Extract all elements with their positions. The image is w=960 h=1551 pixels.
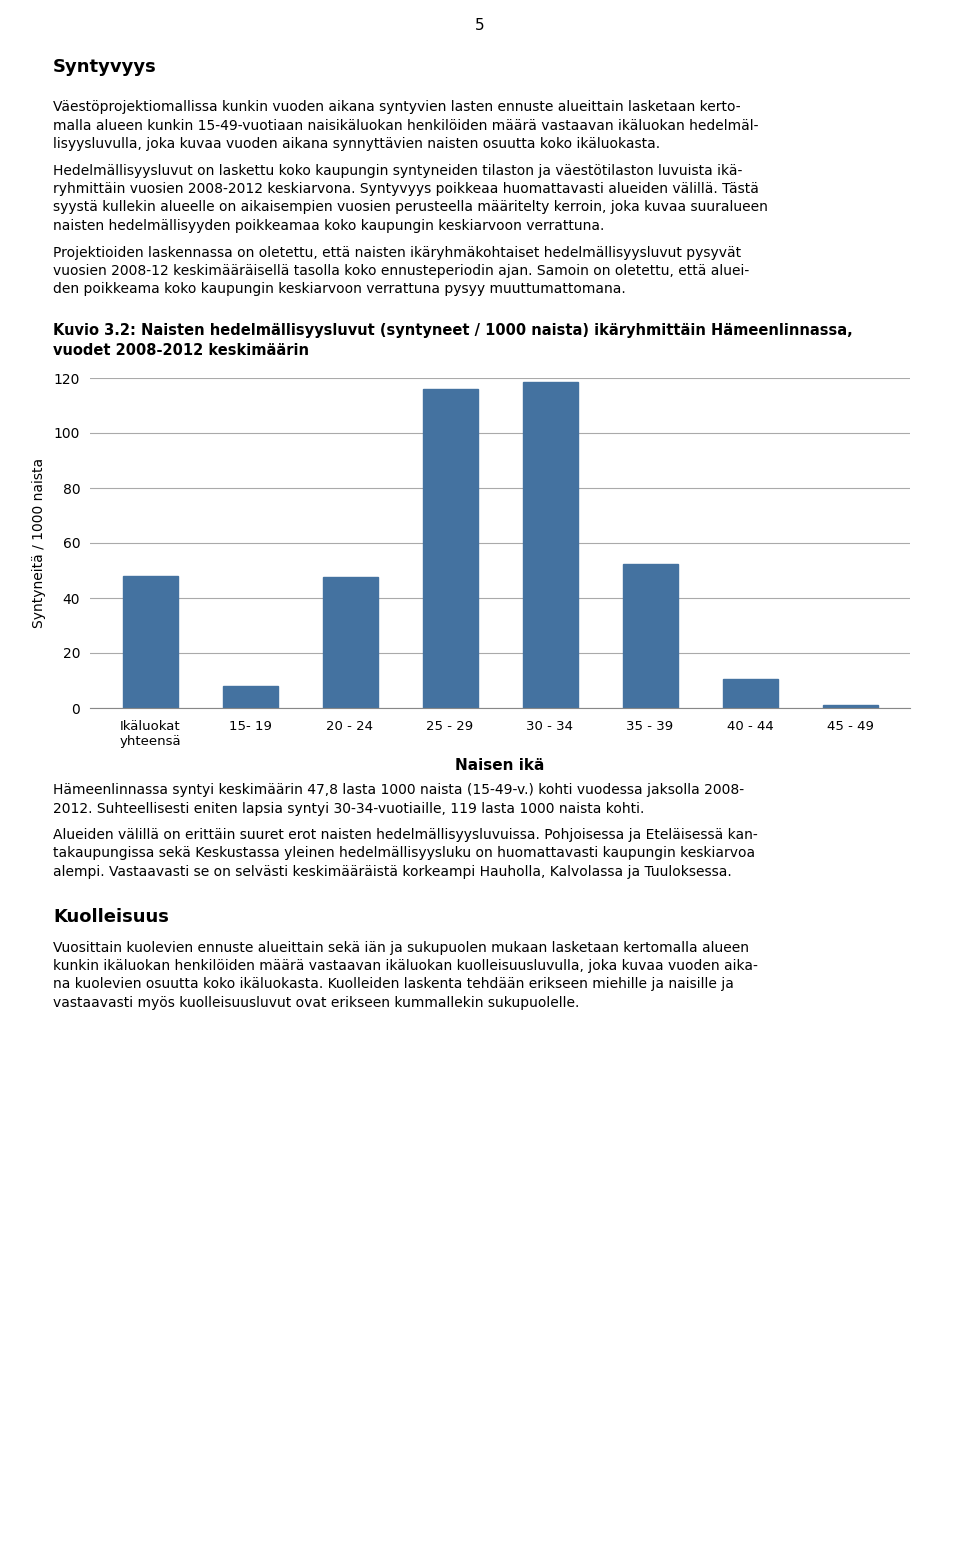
Y-axis label: Syntyneitä / 1000 naista: Syntyneitä / 1000 naista (32, 458, 45, 628)
Text: Syntyvyys: Syntyvyys (53, 57, 156, 76)
Text: Kuolleisuus: Kuolleisuus (53, 909, 169, 926)
Text: Hedelmällisyysluvut on laskettu koko kaupungin syntyneiden tilaston ja väestötil: Hedelmällisyysluvut on laskettu koko kau… (53, 163, 742, 177)
Text: takaupungissa sekä Keskustassa yleinen hedelmällisyysluku on huomattavasti kaupu: takaupungissa sekä Keskustassa yleinen h… (53, 847, 756, 861)
Text: den poikkeama koko kaupungin keskiarvoon verrattuna pysyy muuttumattomana.: den poikkeama koko kaupungin keskiarvoon… (53, 282, 626, 296)
Bar (123, 575, 178, 707)
Bar (223, 686, 277, 707)
Text: malla alueen kunkin 15-49-vuotiaan naisikäluokan henkilöiden määrä vastaavan ikä: malla alueen kunkin 15-49-vuotiaan naisi… (53, 118, 758, 132)
Text: Naisen ikä: Naisen ikä (455, 758, 544, 772)
Bar (622, 563, 678, 707)
Text: lisyysluvulla, joka kuvaa vuoden aikana synnyttävien naisten osuutta koko ikäluo: lisyysluvulla, joka kuvaa vuoden aikana … (53, 136, 660, 150)
Text: Hämeenlinnassa syntyi keskimäärin 47,8 lasta 1000 naista (15-49-v.) kohti vuodes: Hämeenlinnassa syntyi keskimäärin 47,8 l… (53, 783, 744, 797)
Text: Väestöprojektiomallissa kunkin vuoden aikana syntyvien lasten ennuste alueittain: Väestöprojektiomallissa kunkin vuoden ai… (53, 99, 740, 115)
Text: Projektioiden laskennassa on oletettu, että naisten ikäryhmäkohtaiset hedelmälli: Projektioiden laskennassa on oletettu, e… (53, 245, 741, 259)
Text: vuodet 2008-2012 keskimäärin: vuodet 2008-2012 keskimäärin (53, 343, 309, 358)
Bar (723, 679, 778, 707)
Text: vuosien 2008-12 keskimääräisellä tasolla koko ennusteperiodin ajan. Samoin on ol: vuosien 2008-12 keskimääräisellä tasolla… (53, 264, 749, 278)
Text: Vuosittain kuolevien ennuste alueittain sekä iän ja sukupuolen mukaan lasketaan : Vuosittain kuolevien ennuste alueittain … (53, 940, 749, 954)
Bar (823, 706, 877, 707)
Text: 5: 5 (475, 19, 485, 33)
Text: 2012. Suhteellisesti eniten lapsia syntyi 30-34-vuotiaille, 119 lasta 1000 naist: 2012. Suhteellisesti eniten lapsia synty… (53, 802, 644, 816)
Text: kunkin ikäluokan henkilöiden määrä vastaavan ikäluokan kuolleisuusluvulla, joka : kunkin ikäluokan henkilöiden määrä vasta… (53, 959, 757, 972)
Text: ryhmittäin vuosien 2008-2012 keskiarvona. Syntyvyys poikkeaa huomattavasti aluei: ryhmittäin vuosien 2008-2012 keskiarvona… (53, 181, 758, 195)
Text: Kuvio 3.2: Naisten hedelmällisyysluvut (syntyneet / 1000 naista) ikäryhmittäin H: Kuvio 3.2: Naisten hedelmällisyysluvut (… (53, 323, 852, 338)
Text: syystä kullekin alueelle on aikaisempien vuosien perusteella määritelty kerroin,: syystä kullekin alueelle on aikaisempien… (53, 200, 768, 214)
Bar (422, 389, 477, 707)
Text: vastaavasti myös kuolleisuusluvut ovat erikseen kummallekin sukupuolelle.: vastaavasti myös kuolleisuusluvut ovat e… (53, 996, 580, 1010)
Bar (522, 382, 578, 707)
Text: naisten hedelmällisyyden poikkeamaa koko kaupungin keskiarvoon verrattuna.: naisten hedelmällisyyden poikkeamaa koko… (53, 219, 605, 233)
Bar (323, 577, 377, 707)
Text: Alueiden välillä on erittäin suuret erot naisten hedelmällisyysluvuissa. Pohjois: Alueiden välillä on erittäin suuret erot… (53, 828, 757, 842)
Text: na kuolevien osuutta koko ikäluokasta. Kuolleiden laskenta tehdään erikseen mieh: na kuolevien osuutta koko ikäluokasta. K… (53, 977, 733, 991)
Text: alempi. Vastaavasti se on selvästi keskimääräistä korkeampi Hauholla, Kalvolassa: alempi. Vastaavasti se on selvästi keski… (53, 865, 732, 879)
